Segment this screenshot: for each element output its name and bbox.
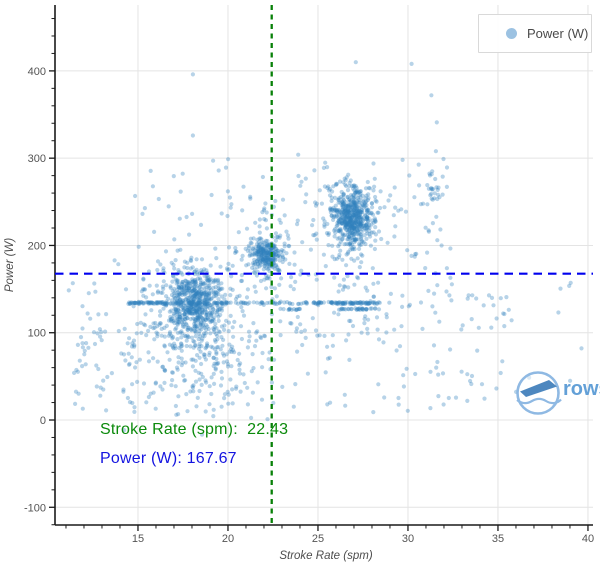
legend-marker-icon — [506, 28, 517, 39]
y-tick-label: 300 — [28, 153, 46, 165]
legend-label: Power (W) — [527, 26, 589, 41]
y-axis-title: Power (W) — [4, 238, 16, 292]
gridlines — [55, 5, 593, 525]
annotation-stroke-rate: Stroke Rate (spm): 22.43 — [100, 421, 289, 438]
axes — [49, 5, 593, 531]
rowing-boat-icon — [516, 371, 562, 415]
x-tick-label: 25 — [312, 533, 324, 545]
x-tick-label: 40 — [582, 533, 594, 545]
x-tick-label: 15 — [132, 533, 144, 545]
y-tick-label: 0 — [40, 415, 46, 427]
tick-labels: 15 20 25 30 35 40 -100 0 100 200 300 400 — [24, 66, 594, 545]
legend[interactable]: Power (W) — [478, 14, 592, 53]
y-tick-label: 100 — [28, 328, 46, 340]
scatter-points — [66, 60, 584, 437]
x-tick-label: 35 — [492, 533, 504, 545]
reference-lines — [55, 5, 593, 525]
annotation-power: Power (W): 167.67 — [100, 450, 237, 467]
y-tick-label: -100 — [24, 502, 46, 514]
y-tick-label: 200 — [28, 240, 46, 252]
y-tick-label: 400 — [28, 66, 46, 78]
rowsandall-logo: rows — [514, 369, 600, 419]
watermark-text: rows — [563, 378, 600, 400]
x-tick-label: 20 — [222, 533, 234, 545]
x-axis-title: Stroke Rate (spm) — [279, 550, 372, 562]
x-tick-label: 30 — [402, 533, 414, 545]
